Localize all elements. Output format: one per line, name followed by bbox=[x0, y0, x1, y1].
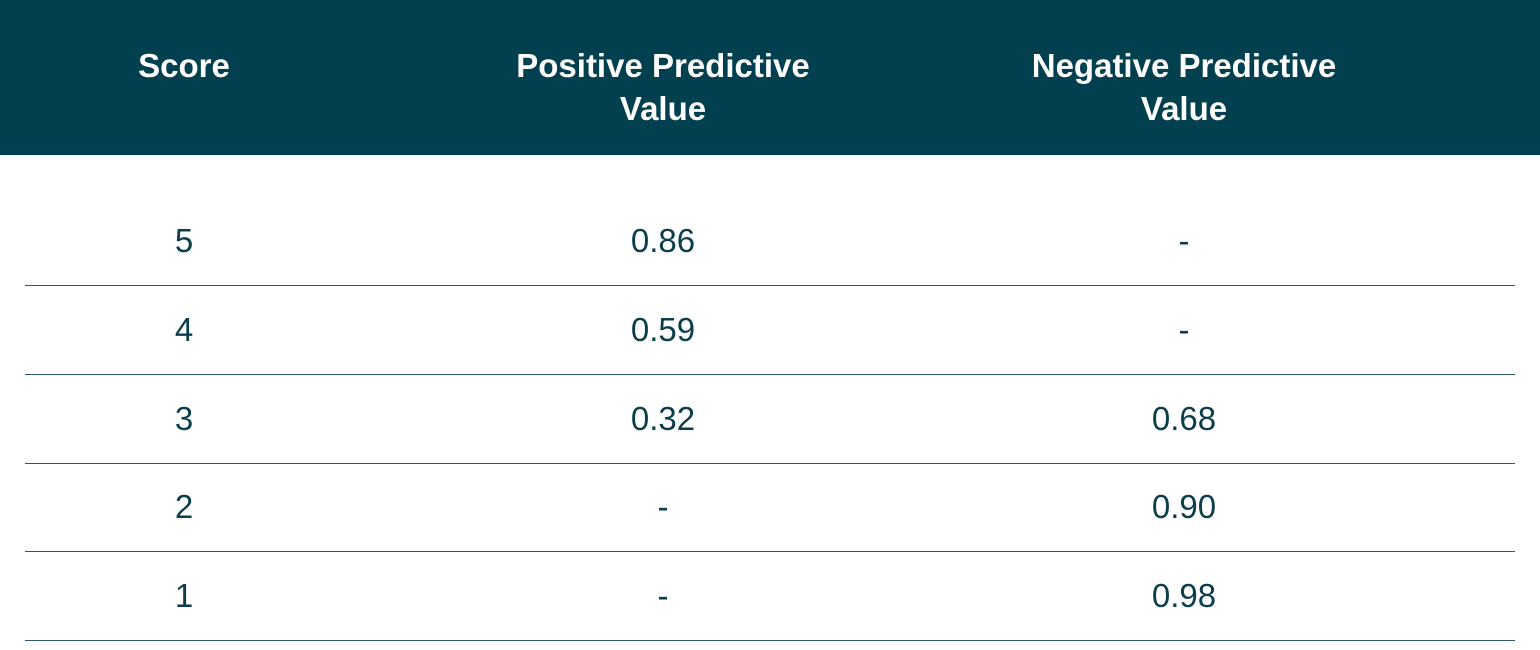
table-header: Score Positive Predictive Value Negative… bbox=[0, 0, 1540, 155]
table-cell: - bbox=[657, 577, 669, 615]
table-cell: 4 bbox=[174, 310, 194, 348]
header-cell: Positive Predictive Value bbox=[463, 44, 863, 130]
header-cell: Negative Predictive Value bbox=[984, 44, 1384, 130]
table-cell: 5 bbox=[174, 222, 194, 259]
table-cell: 0.59 bbox=[630, 310, 696, 348]
table-row: 1 - 0.98 bbox=[25, 552, 1515, 642]
table-cell: 0.86 bbox=[630, 222, 696, 259]
table-row: 5 0.86 - bbox=[25, 197, 1515, 286]
table-cell: 0.98 bbox=[1151, 577, 1217, 615]
table-cell: - bbox=[1178, 310, 1190, 348]
header-text: Score bbox=[138, 47, 230, 84]
table-cell: 1 bbox=[174, 577, 194, 615]
table-cell: - bbox=[1178, 222, 1190, 259]
table-cell: 0.68 bbox=[1151, 399, 1217, 437]
table-cell: - bbox=[657, 488, 669, 526]
table-row: 4 0.59 - bbox=[25, 286, 1515, 375]
table-row: 3 0.32 0.68 bbox=[25, 375, 1515, 464]
table-row: 2 - 0.90 bbox=[25, 463, 1515, 553]
table-cell: 0.90 bbox=[1151, 488, 1217, 526]
header-text: Negative Predictive Value bbox=[1031, 47, 1337, 127]
header-text: Positive Predictive Value bbox=[516, 47, 810, 127]
header-cell: Score bbox=[0, 44, 384, 87]
table-cell: 3 bbox=[174, 399, 194, 437]
table-cell: 0.32 bbox=[630, 399, 696, 437]
table-cell: 2 bbox=[174, 488, 194, 526]
